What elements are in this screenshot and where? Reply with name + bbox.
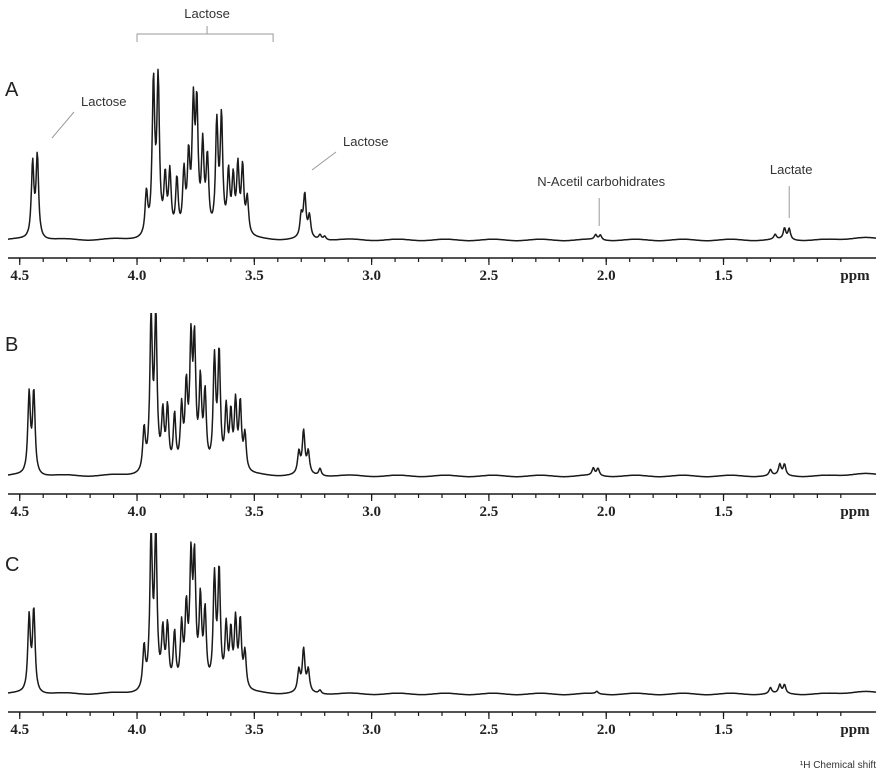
x-tick-label: 4.0 [128,268,147,284]
x-tick-label: 3.0 [362,504,381,520]
x-tick-label: 2.0 [597,268,616,284]
annotation-leader [51,111,75,139]
spectrum-panel-a: 4.5 4.0 3.5 3.0 2.5 2.0 1.5 ppm A Lactose Lactose L… [5,6,877,284]
x-tick-label: 4.0 [128,504,147,520]
annotation-label: Lactose [184,6,230,21]
spectrum-trace-c [7,533,877,696]
x-tick-label: 2.0 [597,504,616,520]
spectrum-panel-b: 4.5 4.0 3.5 3.0 2.5 2.0 1.5 ppm B [5,313,877,520]
x-tick-label: 3.5 [245,504,264,520]
x-axis-unit-label: ppm [840,504,870,520]
x-tick-label: 4.5 [10,504,29,520]
annotation-label: Lactose [81,94,127,109]
x-tick-label: 3.5 [245,268,264,284]
spectrum-panel-c: 4.5 4.0 3.5 3.0 2.5 2.0 1.5 ppm C [5,533,877,738]
annotation-leader [311,151,337,171]
annotation-label: Lactate [770,162,813,177]
panel-label: B [5,334,18,356]
x-tick-label: 3.0 [362,268,381,284]
x-axis-unit-label: ppm [840,722,870,738]
x-tick-label: 3.5 [245,722,264,738]
x-tick-label: 2.5 [480,268,499,284]
spectrum-trace-b [7,313,877,478]
x-tick-label: 4.5 [10,722,29,738]
panel-label: A [5,79,19,101]
x-axis-unit-label: ppm [840,268,870,284]
x-axis-title: ¹H Chemical shift [800,760,876,771]
annotation-bracket [136,33,274,42]
x-tick-label: 1.5 [714,504,733,520]
x-tick-label: 2.5 [480,504,499,520]
x-tick-label: 1.5 [714,722,733,738]
annotation-label: Lactose [343,134,389,149]
panel-label: C [5,554,19,576]
x-tick-label: 4.5 [10,268,29,284]
annotation-label: N-Acetil carbohidrates [537,174,665,189]
x-tick-label: 3.0 [362,722,381,738]
spectrum-trace-a [7,68,877,242]
x-tick-label: 4.0 [128,722,147,738]
x-tick-label: 2.0 [597,722,616,738]
x-tick-label: 2.5 [480,722,499,738]
x-tick-label: 1.5 [714,268,733,284]
